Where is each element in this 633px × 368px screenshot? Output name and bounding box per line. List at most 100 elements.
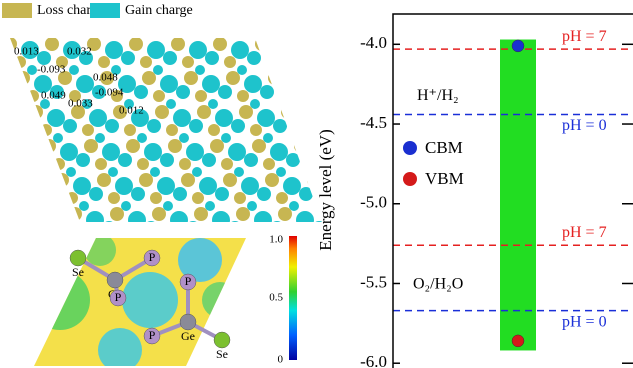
gain-lobe [166, 99, 176, 109]
loss-lobe [11, 158, 23, 170]
gain-lobe [179, 133, 189, 143]
gain-lobe [270, 143, 288, 161]
y-tick-label: -5.0 [360, 193, 387, 212]
loss-lobe [194, 207, 208, 221]
legend-label: Gain charge [125, 3, 193, 18]
loss-lobe [276, 192, 288, 204]
gain-lobe [202, 153, 216, 167]
atom-label: P [149, 328, 156, 342]
gain-lobe [370, 75, 388, 93]
loss-lobe [168, 139, 182, 153]
loss-lobe [224, 56, 236, 68]
gain-lobe [34, 153, 48, 167]
gain-lobe [76, 153, 90, 167]
loss-lobe [221, 158, 233, 170]
gain-lobe [0, 201, 5, 211]
gain-lobe [305, 133, 315, 143]
gain-lobe [422, 211, 440, 229]
gain-lobe [215, 187, 229, 201]
loss-lobe [195, 90, 207, 102]
gain-lobe [0, 99, 8, 109]
y-tick-label: -6.0 [360, 352, 387, 368]
elf-blob [30, 270, 90, 330]
figure: Loss chargeGain charge0.0130.032-0.0930.… [0, 0, 633, 368]
gain-lobe [160, 153, 174, 167]
loss-lobe [13, 173, 27, 187]
loss-lobe [140, 56, 152, 68]
loss-lobe [126, 139, 140, 153]
gain-lobe [31, 177, 49, 195]
gain-lobe [0, 51, 9, 65]
gain-lobe [221, 133, 231, 143]
loss-lobe [247, 226, 259, 238]
gain-lobe [263, 133, 273, 143]
gain-lobe [5, 109, 23, 127]
loss-lobe [446, 207, 460, 221]
gain-lobe [205, 51, 219, 65]
loss-lobe [363, 90, 375, 102]
y-axis-label: Energy level (eV) [316, 129, 335, 250]
gain-lobe [86, 211, 104, 229]
gain-lobe [299, 187, 313, 201]
charge-label: -0.093 [37, 64, 66, 76]
point [512, 335, 524, 347]
gain-lobe [396, 221, 410, 235]
gain-lobe [237, 65, 247, 75]
atom-label: Se [216, 347, 228, 361]
level-label: pH = 7 [562, 224, 607, 241]
loss-lobe [339, 37, 353, 51]
gain-lobe [60, 143, 78, 161]
loss-lobe [226, 71, 240, 85]
gain-lobe [11, 133, 21, 143]
loss-lobe [266, 56, 278, 68]
gain-lobe [192, 167, 202, 177]
loss-lobe [171, 37, 185, 51]
loss-lobe [297, 37, 311, 51]
loss-lobe [310, 71, 324, 85]
atom-label: Se [72, 265, 84, 279]
gain-lobe [215, 109, 233, 127]
loss-lobe [208, 124, 220, 136]
loss-lobe [394, 71, 408, 85]
loss-lobe [45, 37, 59, 51]
loss-lobe [236, 207, 250, 221]
gain-lobe [347, 133, 357, 143]
gain-lobe [8, 235, 18, 245]
gain-lobe [250, 99, 260, 109]
gain-lobe [321, 65, 331, 75]
gain-lobe [189, 41, 207, 59]
atom-label: P [185, 274, 192, 288]
atom-label: P [115, 290, 122, 304]
gain-lobe [289, 51, 303, 65]
loss-lobe [14, 56, 26, 68]
gain-lobe [331, 51, 345, 65]
loss-lobe [84, 139, 98, 153]
gain-lobe [373, 51, 387, 65]
loss-lobe [142, 71, 156, 85]
loss-lobe [378, 139, 392, 153]
gain-lobe [189, 119, 203, 133]
gain-lobe [118, 153, 132, 167]
point [512, 40, 524, 52]
gain-lobe [95, 133, 105, 143]
gain-lobe [147, 119, 161, 133]
loss-lobe [255, 37, 269, 51]
charge-label: 0.032 [67, 46, 92, 58]
colorbar-tick: 0 [278, 354, 284, 366]
gain-lobe [334, 99, 344, 109]
loss-lobe [55, 173, 69, 187]
gain-lobe [134, 85, 148, 99]
loss-lobe [29, 105, 43, 119]
gain-lobe [376, 99, 386, 109]
y-tick-label: -4.5 [360, 113, 387, 132]
gain-lobe [208, 99, 218, 109]
gain-lobe [0, 177, 7, 195]
gain-lobe [121, 51, 135, 65]
loss-lobe [278, 207, 292, 221]
colorbar-tick: 1.0 [269, 234, 283, 246]
gain-lobe [428, 235, 438, 245]
y-tick-label: -5.5 [360, 272, 387, 291]
loss-lobe [124, 124, 136, 136]
charge-label: 0.049 [41, 90, 66, 102]
gain-lobe [69, 65, 79, 75]
